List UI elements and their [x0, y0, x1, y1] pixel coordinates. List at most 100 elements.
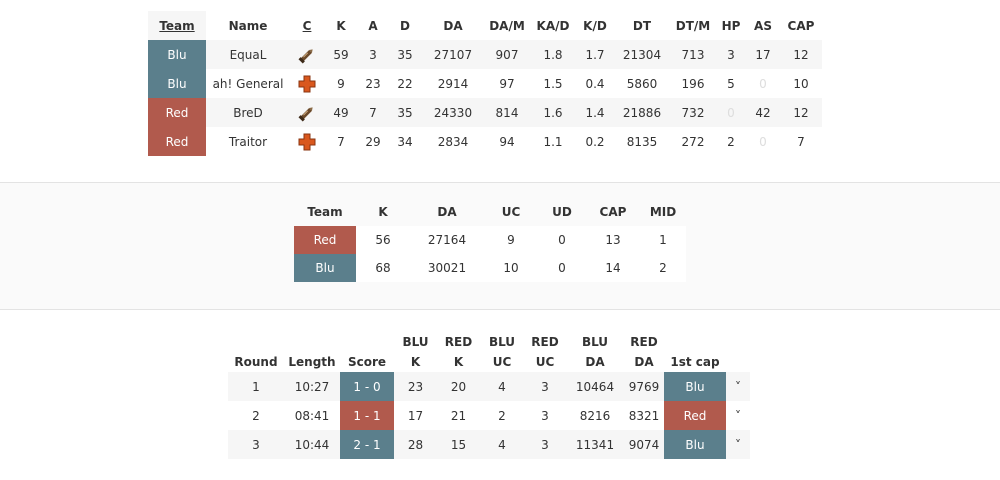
stat-cap: 7 — [780, 127, 822, 156]
header-dtm[interactable]: DT/M — [675, 18, 711, 33]
medic-cross-icon — [298, 75, 316, 92]
chevron-down-icon[interactable]: ˅ — [735, 379, 741, 394]
class-cell — [290, 98, 324, 127]
header-dt[interactable]: DT — [632, 18, 652, 33]
player-name[interactable]: Traitor — [206, 127, 290, 156]
stat-cap: 12 — [780, 40, 822, 69]
stat-as: 0 — [746, 127, 780, 156]
stat-red-k: 21 — [437, 401, 480, 430]
stat-da: 2914 — [422, 69, 484, 98]
stat-dt: 8135 — [614, 127, 670, 156]
stat-k: 7 — [324, 127, 358, 156]
stat-da: 24330 — [422, 98, 484, 127]
stat-cap: 14 — [586, 254, 640, 282]
header-as[interactable]: AS — [754, 18, 772, 33]
player-row: Blu EquaL 59 3 35 27107 907 1.8 1.7 2130 — [148, 40, 822, 69]
team-badge: Red — [148, 98, 206, 127]
header-line: 1st cap — [670, 355, 720, 369]
header-mid: MID — [649, 205, 677, 219]
header-cap[interactable]: CAP — [787, 18, 815, 33]
stat-red-da: 9074 — [624, 430, 664, 459]
header-class[interactable]: C — [302, 18, 312, 33]
stat-hp: 3 — [716, 40, 746, 69]
stat-red-da: 8321 — [624, 401, 664, 430]
team-table-header: Team K DA UC UD CAP MID — [294, 198, 686, 226]
round-score: 1 - 0 — [340, 372, 394, 401]
stat-k: 56 — [356, 226, 410, 254]
stat-blu-uc: 4 — [480, 372, 524, 401]
header-k[interactable]: K — [336, 18, 346, 33]
stat-blu-uc: 2 — [480, 401, 524, 430]
player-name[interactable]: BreD — [206, 98, 290, 127]
stat-dam: 94 — [484, 127, 530, 156]
stat-dtm: 732 — [670, 98, 716, 127]
expand-toggle[interactable]: ˅ — [726, 372, 750, 401]
stat-cap: 13 — [586, 226, 640, 254]
class-cell — [290, 127, 324, 156]
stat-dam: 907 — [484, 40, 530, 69]
header-line: RED — [531, 335, 559, 349]
stat-blu-k: 17 — [394, 401, 437, 430]
header-kad[interactable]: KA/D — [536, 18, 570, 33]
player-name[interactable]: EquaL — [206, 40, 290, 69]
stat-blu-da: 10464 — [566, 372, 624, 401]
stat-k: 68 — [356, 254, 410, 282]
stat-cap: 10 — [780, 69, 822, 98]
chevron-down-icon[interactable]: ˅ — [735, 408, 741, 423]
stat-mid: 1 — [640, 226, 686, 254]
stat-red-uc: 3 — [524, 401, 566, 430]
header-line: UC — [535, 355, 555, 369]
chevron-down-icon[interactable]: ˅ — [735, 437, 741, 452]
header-line: BLU — [581, 335, 609, 349]
expand-toggle[interactable]: ˅ — [726, 401, 750, 430]
header-line: BLU — [402, 335, 429, 349]
header-line: Round — [234, 355, 278, 369]
stat-da: 27107 — [422, 40, 484, 69]
rounds-table-header: Round Length Score BLU K RED K BLU UC RED UC… — [228, 328, 750, 372]
stat-ud: 0 — [538, 254, 586, 282]
stat-a: 23 — [358, 69, 388, 98]
header-expand — [726, 328, 750, 372]
header-name[interactable]: Name — [228, 18, 268, 33]
header-d[interactable]: D — [400, 18, 410, 33]
stat-d: 34 — [388, 127, 422, 156]
round-number: 2 — [228, 401, 284, 430]
expand-toggle[interactable]: ˅ — [726, 430, 750, 459]
rocket-icon — [298, 48, 313, 63]
header-blu-da: BLU DA — [566, 328, 624, 372]
class-cell — [290, 69, 324, 98]
stat-k: 49 — [324, 98, 358, 127]
stat-blu-da: 8216 — [566, 401, 624, 430]
header-da[interactable]: DA — [443, 18, 463, 33]
stat-kad: 1.5 — [530, 69, 576, 98]
header-kd[interactable]: K/D — [583, 18, 607, 33]
player-row: Red Traitor 7 29 34 2834 94 1.1 0.2 8135… — [148, 127, 822, 156]
header-line: K — [453, 355, 464, 369]
round-score: 1 - 1 — [340, 401, 394, 430]
header-red-k: RED K — [437, 328, 480, 372]
header-dam[interactable]: DA/M — [489, 18, 525, 33]
medic-cross-icon — [298, 133, 316, 150]
stat-k: 59 — [324, 40, 358, 69]
stat-red-k: 20 — [437, 372, 480, 401]
rounds-table: Round Length Score BLU K RED K BLU UC RED UC… — [228, 328, 750, 459]
header-a[interactable]: A — [368, 18, 378, 33]
stat-as: 17 — [746, 40, 780, 69]
stat-k: 9 — [324, 69, 358, 98]
stat-mid: 2 — [640, 254, 686, 282]
header-uc: UC — [501, 205, 521, 219]
stat-blu-da: 11341 — [566, 430, 624, 459]
stat-kad: 1.8 — [530, 40, 576, 69]
team-badge: Red — [294, 226, 356, 254]
header-team[interactable]: Team — [148, 11, 206, 40]
team-row: Blu 68 30021 10 0 14 2 — [294, 254, 686, 282]
player-name[interactable]: ah! General — [206, 69, 290, 98]
header-hp[interactable]: HP — [721, 18, 741, 33]
player-table-header: Team Name C K A D DA DA/M KA/D K/D DT DT… — [148, 11, 822, 40]
stat-as: 42 — [746, 98, 780, 127]
header-da: DA — [437, 205, 457, 219]
first-cap-badge: Red — [664, 401, 726, 430]
header-line: Score — [347, 355, 387, 369]
round-length: 08:41 — [284, 401, 340, 430]
round-score: 2 - 1 — [340, 430, 394, 459]
